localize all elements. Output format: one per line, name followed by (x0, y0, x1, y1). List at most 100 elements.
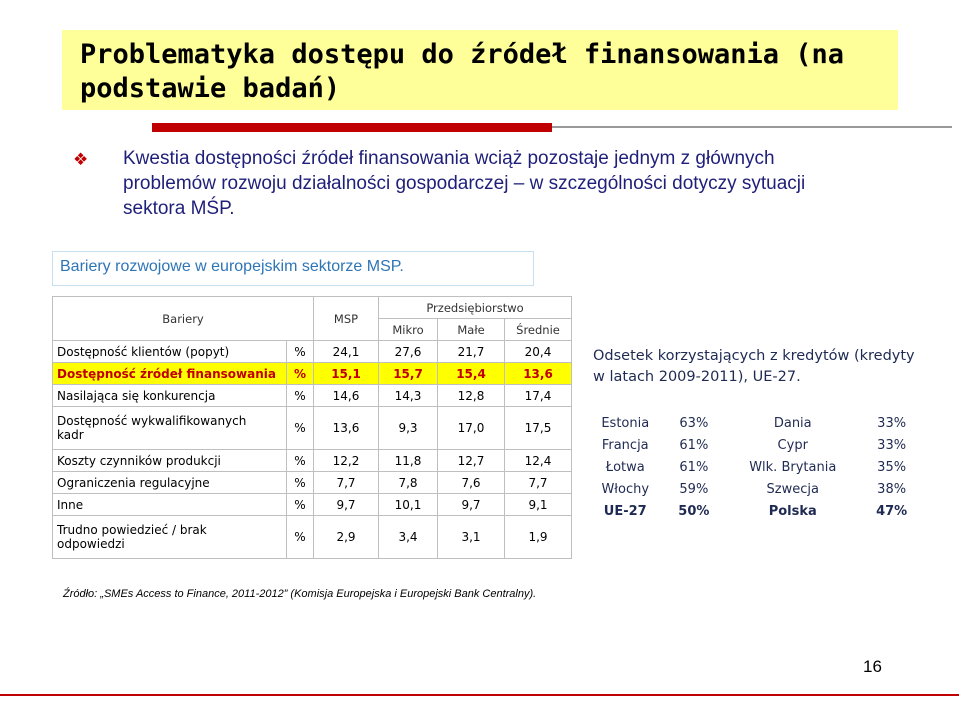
table-row: Trudno powiedzieć / brak odpowiedzi % 2,… (52, 515, 572, 559)
row-unit: % (286, 471, 314, 494)
row-male: 9,7 (437, 493, 505, 516)
rates-row: Francja 61% Cypr 33% (584, 434, 920, 457)
row-srednie: 12,4 (504, 449, 572, 472)
row-label: Koszty czynników produkcji (52, 449, 287, 472)
rates-country: Cypr (721, 434, 865, 457)
barriers-table: Bariery MSP Przedsiębiorstwo Mikro Małe … (52, 296, 572, 559)
table-row: Dostępność wykwalifikowanych kadr % 13,6… (52, 406, 572, 450)
table-row: Dostępność klientów (popyt) % 24,1 27,6 … (52, 340, 572, 363)
row-label: Nasilająca się konkurencja (52, 384, 287, 407)
diamond-bullet-icon: ❖ (73, 150, 89, 169)
row-msp: 2,9 (313, 515, 379, 559)
row-label: Dostępność wykwalifikowanych kadr (52, 406, 287, 450)
row-male: 15,4 (437, 362, 505, 385)
row-mikro: 7,8 (378, 471, 438, 494)
row-male: 21,7 (437, 340, 505, 363)
row-unit: % (286, 362, 314, 385)
row-srednie: 7,7 (504, 471, 572, 494)
slide-title: Problematyka dostępu do źródeł finansowa… (80, 39, 845, 104)
row-mikro: 27,6 (378, 340, 438, 363)
title-gray-rule (552, 126, 952, 128)
source-note: Źródło: „SMEs Access to Finance, 2011-20… (63, 588, 537, 600)
header-male: Małe (437, 318, 505, 341)
row-srednie: 17,5 (504, 406, 572, 450)
row-label-line-1: Dostępność wykwalifikowanych (57, 414, 247, 428)
rates-value: 33% (863, 412, 920, 435)
rates-value: 47% (863, 500, 920, 523)
title-red-rule (152, 123, 552, 132)
row-label: Dostępność klientów (popyt) (52, 340, 287, 363)
row-male: 3,1 (437, 515, 505, 559)
row-srednie: 13,6 (504, 362, 572, 385)
row-mikro: 15,7 (378, 362, 438, 385)
row-mikro: 3,4 (378, 515, 438, 559)
row-label: Dostępność źródeł finansowania (52, 362, 287, 385)
header-mikro: Mikro (378, 318, 438, 341)
row-mikro: 11,8 (378, 449, 438, 472)
rates-country: Włochy (584, 478, 667, 501)
title-band (62, 30, 898, 110)
rates-value: 63% (665, 412, 723, 435)
lead-paragraph: Kwestia dostępności źródeł finansowania … (123, 148, 806, 219)
rates-row-summary: UE-27 50% Polska 47% (584, 500, 920, 523)
rates-value: 61% (665, 456, 723, 479)
rates-country: Francja (584, 434, 667, 457)
header-bariery: Bariery (52, 296, 314, 341)
subheading: Bariery rozwojowe w europejskim sektorze… (60, 258, 404, 275)
row-unit: % (286, 449, 314, 472)
rates-country: Szwecja (721, 478, 865, 501)
row-mikro: 10,1 (378, 493, 438, 516)
row-msp: 14,6 (313, 384, 379, 407)
row-msp: 7,7 (313, 471, 379, 494)
rates-value: 33% (863, 434, 920, 457)
subheading-box (52, 251, 534, 286)
rates-row: Łotwa 61% Wlk. Brytania 35% (584, 456, 920, 479)
row-label: Ograniczenia regulacyjne (52, 471, 287, 494)
row-unit: % (286, 406, 314, 450)
row-male: 17,0 (437, 406, 505, 450)
row-label-line-2: odpowiedzi (57, 537, 125, 551)
rates-country: Łotwa (584, 456, 667, 479)
barriers-header-row-1: Bariery MSP Przedsiębiorstwo (52, 296, 572, 341)
rates-value: 50% (665, 500, 723, 523)
credit-rates-title: Odsetek korzystających z kredytów (kredy… (593, 348, 915, 385)
row-unit: % (286, 515, 314, 559)
row-msp: 13,6 (313, 406, 379, 450)
page-number: 16 (863, 657, 882, 676)
row-male: 12,7 (437, 449, 505, 472)
row-msp: 9,7 (313, 493, 379, 516)
row-msp: 12,2 (313, 449, 379, 472)
rates-country: Dania (721, 412, 865, 435)
row-male: 12,8 (437, 384, 505, 407)
row-unit: % (286, 493, 314, 516)
row-msp: 24,1 (313, 340, 379, 363)
table-row: Ograniczenia regulacyjne % 7,7 7,8 7,6 7… (52, 471, 572, 494)
header-przedsiebiorstwo: Przedsiębiorstwo (378, 296, 572, 319)
credit-rates-table: Estonia 63% Dania 33% Francja 61% Cypr 3… (584, 412, 920, 523)
table-row-highlighted: Dostępność źródeł finansowania % 15,1 15… (52, 362, 572, 385)
row-srednie: 1,9 (504, 515, 572, 559)
table-row: Inne % 9,7 10,1 9,7 9,1 (52, 493, 572, 516)
header-srednie: Średnie (504, 318, 572, 341)
rates-country: UE-27 (584, 500, 667, 523)
row-srednie: 9,1 (504, 493, 572, 516)
header-msp: MSP (313, 296, 379, 341)
row-male: 7,6 (437, 471, 505, 494)
row-msp: 15,1 (313, 362, 379, 385)
row-label: Inne (52, 493, 287, 516)
rates-country: Polska (721, 500, 865, 523)
rates-value: 35% (863, 456, 920, 479)
rates-value: 61% (665, 434, 723, 457)
rates-country: Estonia (584, 412, 667, 435)
row-srednie: 17,4 (504, 384, 572, 407)
row-mikro: 9,3 (378, 406, 438, 450)
rates-value: 59% (665, 478, 723, 501)
table-row: Koszty czynników produkcji % 12,2 11,8 1… (52, 449, 572, 472)
rates-country: Wlk. Brytania (721, 456, 865, 479)
row-label-line-2: kadr (57, 428, 84, 442)
table-row: Nasilająca się konkurencja % 14,6 14,3 1… (52, 384, 572, 407)
row-label-line-1: Trudno powiedzieć / brak (57, 523, 207, 537)
row-unit: % (286, 340, 314, 363)
rates-row: Estonia 63% Dania 33% (584, 412, 920, 435)
row-unit: % (286, 384, 314, 407)
